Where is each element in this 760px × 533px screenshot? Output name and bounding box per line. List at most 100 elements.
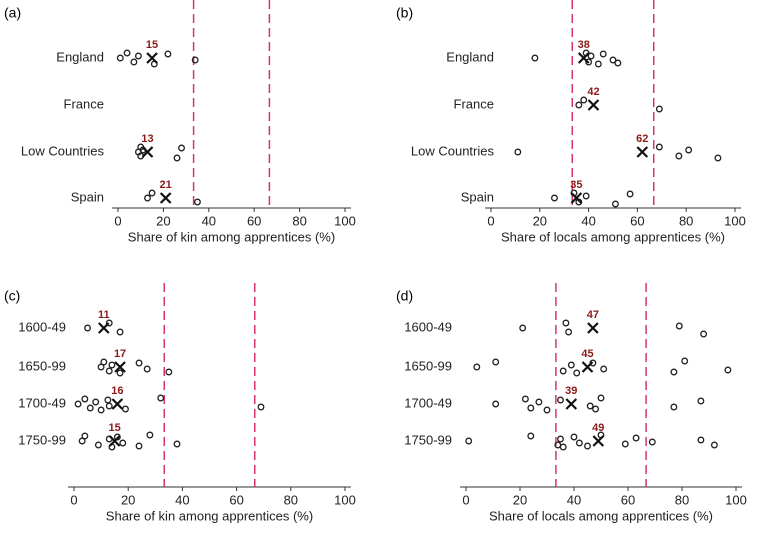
data-point (193, 198, 201, 206)
data-point (557, 396, 564, 404)
mean-marker (111, 398, 124, 410)
data-point (492, 358, 500, 366)
data-point (521, 395, 529, 403)
mean-marker (108, 435, 121, 447)
data-point (724, 366, 732, 374)
mean-label: 13 (141, 133, 153, 145)
data-point (697, 397, 705, 405)
data-point (599, 50, 607, 58)
data-point (575, 101, 583, 109)
x-tick-label: 0 (462, 492, 469, 507)
data-point (116, 369, 124, 377)
data-point (592, 405, 600, 413)
data-point (565, 328, 573, 336)
data-point (519, 324, 527, 332)
mean-label: 39 (565, 385, 577, 397)
panel-label: (d) (396, 288, 413, 304)
x-tick-label: 0 (114, 213, 121, 228)
category-label: Spain (461, 189, 494, 204)
category-label: Low Countries (411, 143, 495, 158)
data-point (626, 190, 634, 198)
data-point (173, 154, 181, 162)
data-point (257, 403, 265, 411)
data-point (144, 194, 151, 202)
category-label: 1700-49 (18, 395, 66, 410)
data-point (586, 402, 594, 410)
panel-label: (c) (4, 288, 20, 304)
data-point (165, 368, 173, 376)
category-label: 1650-99 (18, 358, 66, 373)
data-point (116, 328, 124, 336)
data-point (609, 56, 617, 64)
data-point (123, 49, 131, 57)
x-tick-label: 100 (334, 492, 356, 507)
data-point (173, 440, 181, 448)
data-point (714, 154, 722, 162)
data-point (527, 404, 535, 412)
data-point (557, 435, 564, 443)
mean-label: 35 (570, 179, 582, 191)
data-point (148, 189, 156, 197)
category-label: France (64, 96, 104, 111)
mean-label: 45 (581, 348, 593, 360)
data-point (700, 330, 708, 338)
data-point (514, 148, 522, 156)
mean-marker (570, 192, 583, 204)
data-point (86, 404, 94, 412)
mean-marker (587, 322, 599, 334)
data-point (119, 439, 127, 447)
data-point (134, 52, 142, 60)
data-point (105, 367, 113, 375)
data-point (105, 402, 113, 410)
mean-label: 49 (592, 422, 604, 434)
mean-label: 11 (98, 309, 110, 321)
data-point (670, 368, 678, 376)
x-tick-label: 80 (284, 492, 298, 507)
data-point (527, 432, 535, 440)
mean-marker (141, 146, 154, 158)
x-axis-label: Share of locals among apprentices (%) (489, 508, 713, 523)
data-point (575, 439, 583, 447)
mean-marker (565, 398, 578, 410)
mean-marker (98, 322, 110, 334)
mean-marker (146, 52, 158, 64)
data-point (675, 322, 683, 330)
category-label: 1700-49 (404, 395, 452, 410)
data-point (74, 400, 82, 408)
x-tick-label: 20 (156, 213, 170, 228)
data-point (559, 443, 567, 451)
data-point (100, 358, 108, 366)
data-point (108, 361, 116, 369)
x-tick-label: 100 (334, 213, 356, 228)
data-point (597, 394, 605, 402)
x-axis-label: Share of locals among apprentices (%) (501, 229, 725, 244)
data-point (535, 398, 543, 406)
mean-label: 42 (587, 86, 599, 98)
mean-label: 17 (114, 348, 126, 360)
data-point (104, 396, 112, 404)
data-point (78, 437, 86, 445)
data-point (594, 60, 602, 68)
data-point (584, 442, 591, 450)
x-axis-label: Share of kin among apprentices (%) (128, 229, 335, 244)
category-label: England (446, 49, 494, 64)
x-tick-label: 80 (675, 492, 689, 507)
data-point (582, 192, 590, 200)
data-point (81, 432, 89, 440)
data-point (611, 200, 619, 208)
data-point (130, 58, 138, 66)
mean-marker (592, 435, 605, 447)
data-point (465, 437, 473, 445)
data-point (573, 369, 581, 377)
x-tick-label: 20 (533, 213, 547, 228)
data-point (492, 400, 500, 408)
mean-label: 15 (109, 422, 121, 434)
mean-marker (114, 361, 126, 373)
x-tick-label: 40 (567, 492, 581, 507)
x-tick-label: 80 (679, 213, 693, 228)
data-point (116, 54, 124, 62)
data-point (655, 105, 663, 113)
data-point (84, 324, 91, 332)
x-tick-label: 40 (581, 213, 595, 228)
